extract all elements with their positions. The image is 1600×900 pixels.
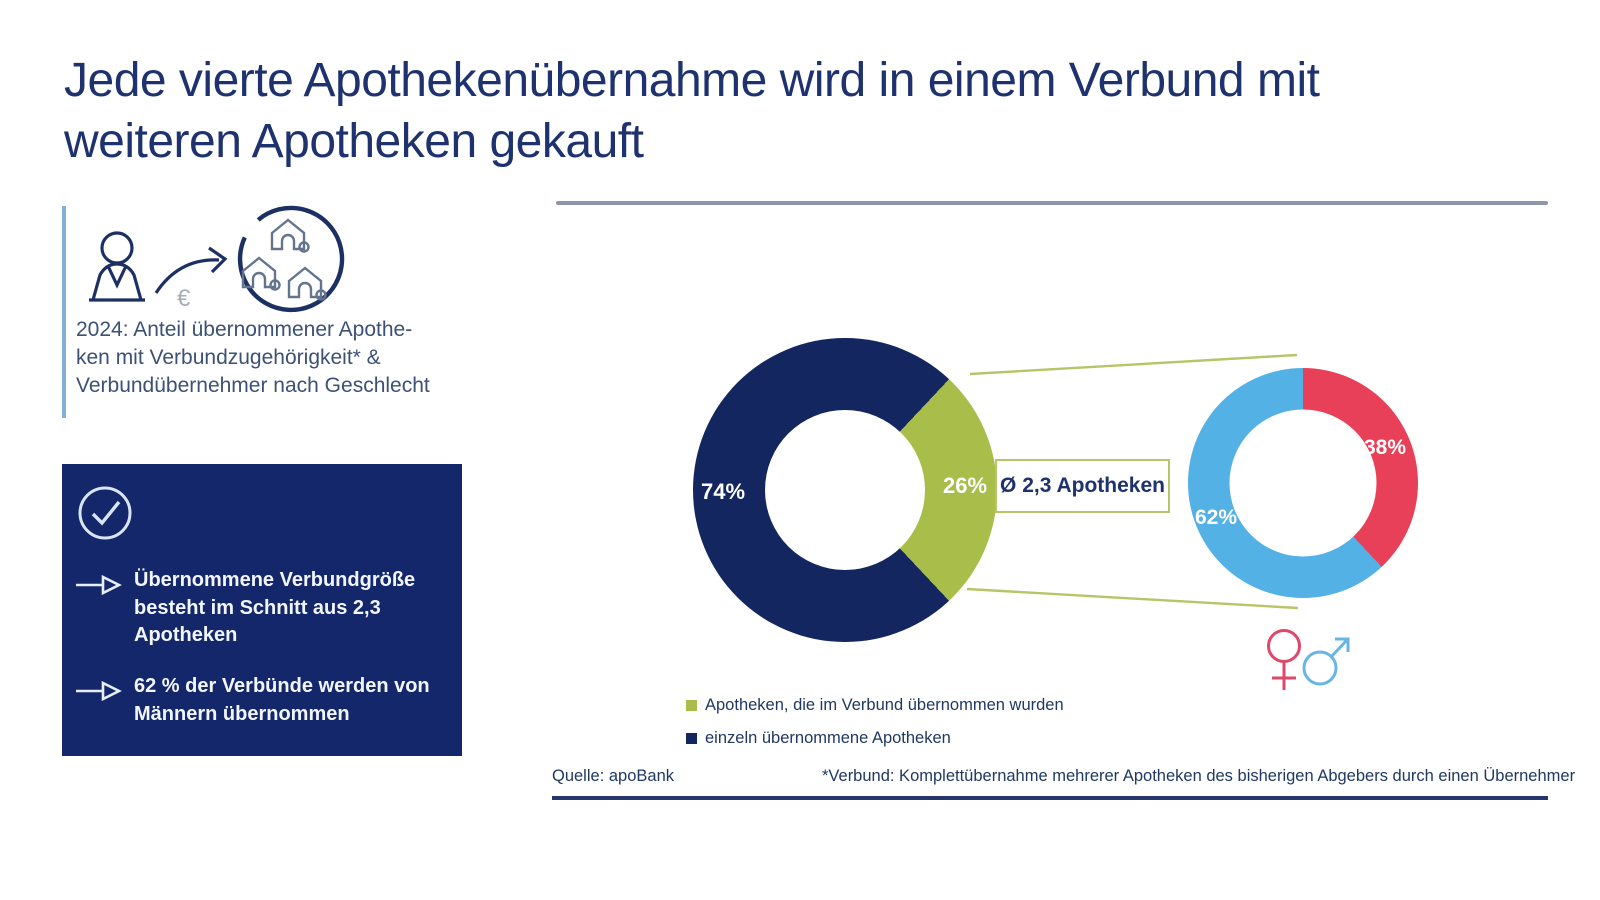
legend-label: einzeln übernommene Apotheken <box>705 729 951 747</box>
euro-transfer-arrow-icon: € <box>154 246 228 312</box>
legend-label: Apotheken, die im Verbund übernommen wur… <box>705 696 1064 714</box>
footnote-label: *Verbund: Komplettübernahme mehrerer Apo… <box>822 767 1576 785</box>
average-verbund-size-box: Ø 2,3 Apotheken <box>995 459 1170 513</box>
male-gender-icon <box>1302 637 1350 686</box>
slice-label-62: 62% <box>1194 506 1238 529</box>
svg-text:€: € <box>177 285 191 312</box>
arrow-bullet-icon <box>76 680 122 702</box>
legend-swatch-green <box>686 700 697 711</box>
accent-vertical-line <box>62 206 66 418</box>
arrow-bullet-icon <box>76 574 122 596</box>
chart-bottom-rule <box>552 796 1548 800</box>
legend-swatch-navy <box>686 733 697 744</box>
female-gender-icon <box>1267 629 1301 690</box>
legend-item-verbund: Apotheken, die im Verbund übernommen wur… <box>686 696 1064 715</box>
donut-chart-verbund-share <box>693 338 997 642</box>
donut-hole <box>765 410 925 570</box>
bullet-text: 62 % der Verbünde werden von Männern übe… <box>134 675 430 725</box>
page-title: Jede vierte Apothekenübernahme wird in e… <box>64 54 1320 169</box>
bullet-item: Übernommene Verbundgröße besteht im Schn… <box>75 567 444 650</box>
donut-hole <box>1229 409 1377 557</box>
gender-symbols <box>1267 629 1350 690</box>
source-label: Quelle: apoBank <box>552 767 675 785</box>
key-findings-box: Übernommene Verbundgröße besteht im Schn… <box>62 464 462 756</box>
slice-label-38: 38% <box>1363 436 1407 459</box>
chart-top-rule <box>556 201 1548 205</box>
slice-label-74: 74% <box>700 479 746 504</box>
donut-chart-gender-split <box>1188 368 1418 598</box>
takeover-icons-graphic: € <box>89 205 345 313</box>
legend-item-einzeln: einzeln übernommene Apotheken <box>686 729 951 748</box>
check-circle-icon <box>78 486 132 540</box>
bullet-item: 62 % der Verbünde werden von Männern übe… <box>75 673 444 728</box>
slice-label-26: 26% <box>942 473 988 498</box>
bullet-text: Übernommene Verbundgröße besteht im Schn… <box>134 569 416 647</box>
figure-description: 2024: Anteil übernommener Apothe- ken mi… <box>76 318 430 397</box>
pharmacist-person-icon <box>89 231 145 302</box>
pharmacy-network-circle-icon <box>237 205 345 313</box>
